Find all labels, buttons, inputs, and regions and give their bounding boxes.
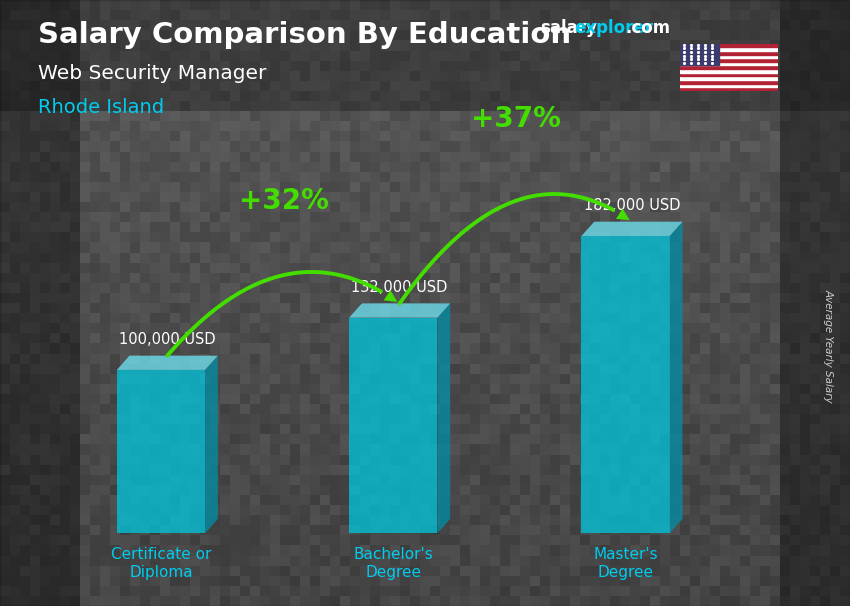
Polygon shape — [438, 304, 450, 533]
Text: 182,000 USD: 182,000 USD — [584, 198, 680, 213]
Polygon shape — [116, 370, 205, 533]
Polygon shape — [581, 236, 670, 533]
Bar — [680, 80, 778, 84]
Bar — [680, 44, 719, 65]
Text: .com: .com — [626, 19, 671, 38]
Bar — [680, 69, 778, 73]
Bar — [680, 55, 778, 58]
Polygon shape — [349, 318, 438, 533]
Text: 100,000 USD: 100,000 USD — [119, 332, 216, 347]
Text: Web Security Manager: Web Security Manager — [38, 64, 267, 82]
Bar — [680, 65, 778, 69]
Bar — [680, 47, 778, 51]
Bar — [680, 44, 778, 47]
Polygon shape — [349, 304, 450, 318]
Polygon shape — [205, 356, 218, 533]
Text: 132,000 USD: 132,000 USD — [351, 280, 448, 295]
Bar — [680, 51, 778, 55]
Bar — [680, 87, 778, 91]
Polygon shape — [670, 222, 683, 533]
Bar — [680, 84, 778, 87]
Polygon shape — [581, 222, 683, 236]
Polygon shape — [116, 356, 218, 370]
Text: salary: salary — [540, 19, 597, 38]
Text: +37%: +37% — [471, 105, 561, 133]
Text: Average Yearly Salary: Average Yearly Salary — [824, 288, 834, 402]
Text: explorer: explorer — [575, 19, 654, 38]
Bar — [680, 58, 778, 62]
Text: +32%: +32% — [239, 187, 328, 215]
Bar — [680, 62, 778, 65]
Bar — [680, 76, 778, 80]
Bar — [680, 73, 778, 76]
Text: Rhode Island: Rhode Island — [38, 98, 164, 117]
Text: Salary Comparison By Education: Salary Comparison By Education — [38, 21, 571, 49]
